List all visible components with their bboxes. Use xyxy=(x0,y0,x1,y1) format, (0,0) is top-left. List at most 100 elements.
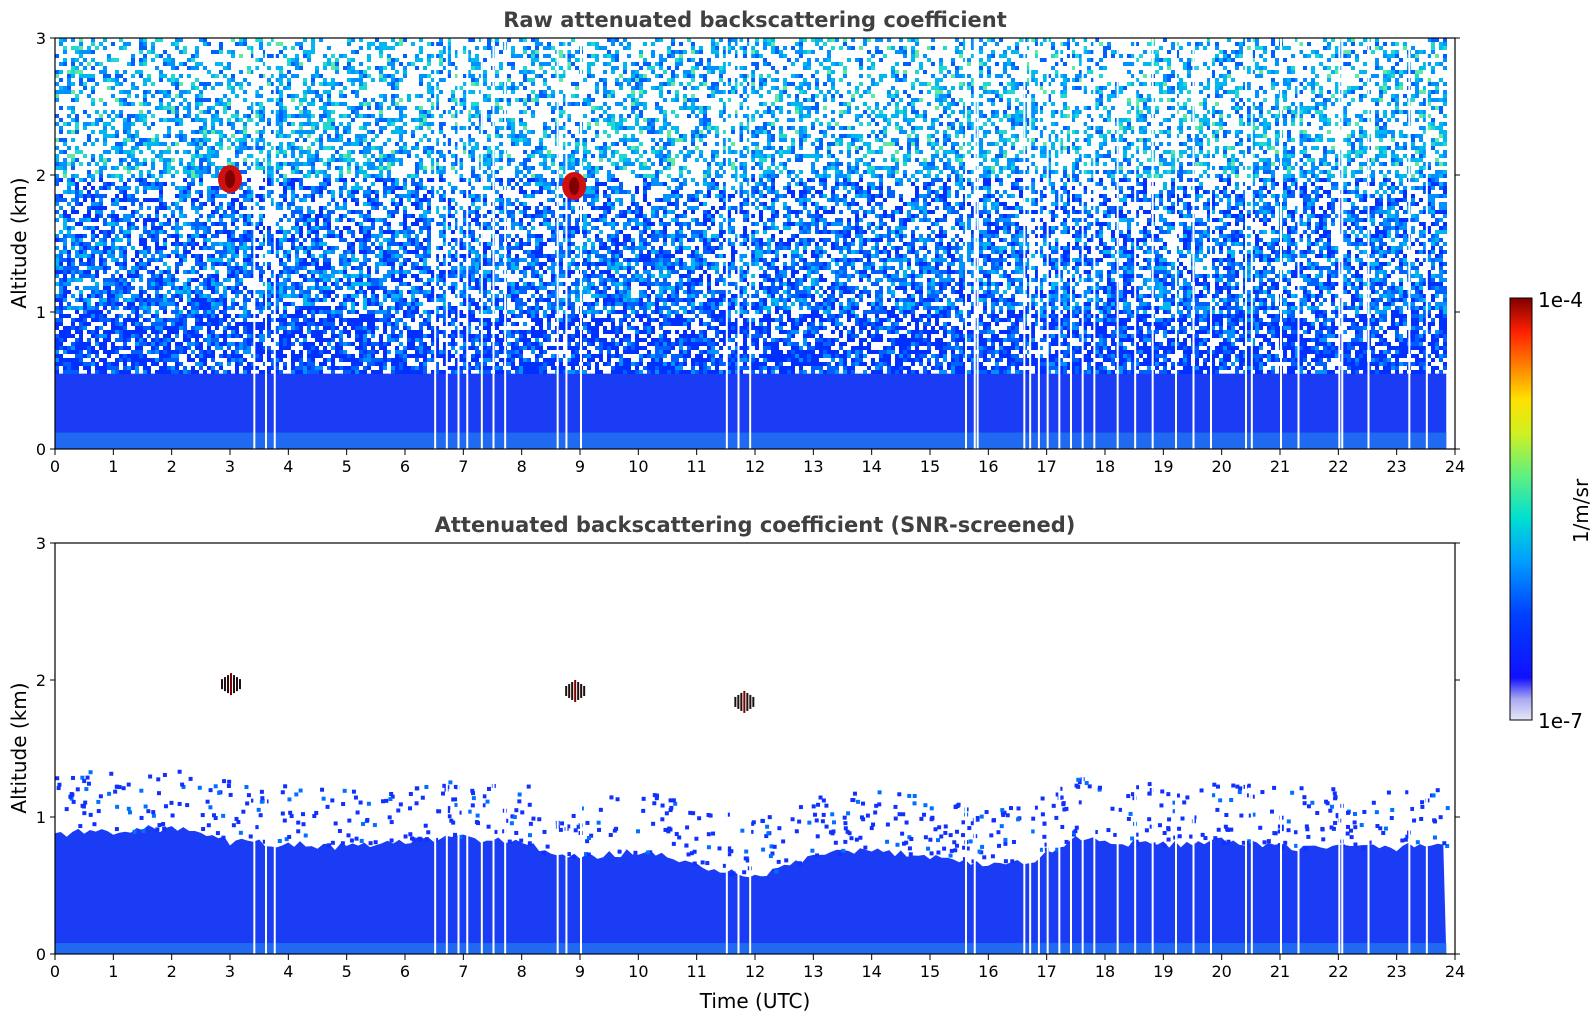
heatmap-cell xyxy=(319,338,323,342)
heatmap-cell xyxy=(211,74,215,78)
heatmap-cell xyxy=(471,218,475,222)
heatmap-cell xyxy=(471,298,475,302)
heatmap-cell xyxy=(307,146,311,150)
heatmap-cell xyxy=(159,226,163,230)
heatmap-cell xyxy=(411,178,415,182)
heatmap-cell xyxy=(315,154,319,158)
heatmap-cell xyxy=(375,278,379,282)
heatmap-cell xyxy=(475,106,479,110)
heatmap-cell xyxy=(395,126,399,130)
heatmap-cell xyxy=(71,66,75,70)
heatmap-cell xyxy=(255,254,259,258)
heatmap-cell xyxy=(179,322,183,326)
heatmap-cell xyxy=(351,70,355,74)
heatmap-cell xyxy=(371,250,375,254)
heatmap-cell xyxy=(127,234,131,238)
heatmap-cell xyxy=(355,290,359,294)
heatmap-cell xyxy=(335,354,339,358)
heatmap-cell xyxy=(71,162,75,166)
heatmap-cell xyxy=(343,254,347,258)
heatmap-cell xyxy=(203,298,207,302)
heatmap-cell xyxy=(159,282,163,286)
heatmap-cell xyxy=(207,342,211,346)
heatmap-cell xyxy=(371,322,375,326)
heatmap-cell xyxy=(427,62,431,66)
heatmap-cell xyxy=(339,354,343,358)
heatmap-cell xyxy=(175,82,179,86)
heatmap-cell xyxy=(459,358,463,362)
heatmap-cell xyxy=(199,254,203,258)
heatmap-cell xyxy=(115,314,119,318)
heatmap-cell xyxy=(287,218,291,222)
heatmap-cell xyxy=(391,274,395,278)
heatmap-cell xyxy=(215,362,219,366)
heatmap-cell xyxy=(103,270,107,274)
heatmap-cell xyxy=(311,306,315,310)
heatmap-cell xyxy=(231,258,235,262)
heatmap-cell xyxy=(231,286,235,290)
heatmap-cell xyxy=(99,210,103,214)
heatmap-cell xyxy=(323,178,327,182)
heatmap-cell xyxy=(199,274,203,278)
heatmap-cell xyxy=(115,186,119,190)
heatmap-cell xyxy=(239,146,243,150)
heatmap-cell xyxy=(427,114,431,118)
heatmap-cell xyxy=(123,262,127,266)
heatmap-cell xyxy=(223,370,227,374)
heatmap-cell xyxy=(319,158,323,162)
heatmap-cell xyxy=(307,254,311,258)
heatmap-cell xyxy=(119,190,123,194)
heatmap-cell xyxy=(115,278,119,282)
heatmap-cell xyxy=(243,366,247,370)
heatmap-cell xyxy=(303,298,307,302)
heatmap-cell xyxy=(335,226,339,230)
heatmap-cell xyxy=(407,154,411,158)
heatmap-cell xyxy=(207,82,211,86)
heatmap-cell xyxy=(147,142,151,146)
heatmap-cell xyxy=(127,366,131,370)
heatmap-cell xyxy=(355,174,359,178)
heatmap-cell xyxy=(67,162,71,166)
heatmap-cell xyxy=(403,130,407,134)
heatmap-cell xyxy=(387,174,391,178)
heatmap-cell xyxy=(307,358,311,362)
heatmap-cell xyxy=(175,254,179,258)
heatmap-cell xyxy=(419,138,423,142)
heatmap-cell xyxy=(247,194,251,198)
heatmap-cell xyxy=(207,238,211,242)
heatmap-raw xyxy=(55,38,1447,449)
heatmap-cell xyxy=(459,322,463,326)
heatmap-cell xyxy=(375,270,379,274)
heatmap-cell xyxy=(103,218,107,222)
heatmap-cell xyxy=(75,330,79,334)
heatmap-cell xyxy=(327,102,331,106)
heatmap-cell xyxy=(71,210,75,214)
heatmap-cell xyxy=(383,230,387,234)
heatmap-cell xyxy=(183,258,187,262)
heatmap-cell xyxy=(235,42,239,46)
heatmap-cell xyxy=(131,226,135,230)
heatmap-cell xyxy=(67,278,71,282)
heatmap-cell xyxy=(111,146,115,150)
heatmap-cell xyxy=(167,162,171,166)
heatmap-cell xyxy=(147,358,151,362)
heatmap-cell xyxy=(207,70,211,74)
heatmap-cell xyxy=(195,114,199,118)
heatmap-cell xyxy=(423,370,427,374)
heatmap-cell xyxy=(63,58,67,62)
heatmap-cell xyxy=(383,74,387,78)
heatmap-cell xyxy=(63,198,67,202)
heatmap-cell xyxy=(127,306,131,310)
heatmap-cell xyxy=(147,342,151,346)
heatmap-cell xyxy=(211,50,215,54)
heatmap-cell xyxy=(139,182,143,186)
heatmap-cell xyxy=(395,290,399,294)
heatmap-cell xyxy=(359,262,363,266)
heatmap-cell xyxy=(83,298,87,302)
heatmap-cell xyxy=(423,310,427,314)
heatmap-cell xyxy=(399,42,403,46)
heatmap-cell xyxy=(103,66,107,70)
heatmap-cell xyxy=(315,334,319,338)
heatmap-cell xyxy=(187,250,191,254)
heatmap-cell xyxy=(115,166,119,170)
